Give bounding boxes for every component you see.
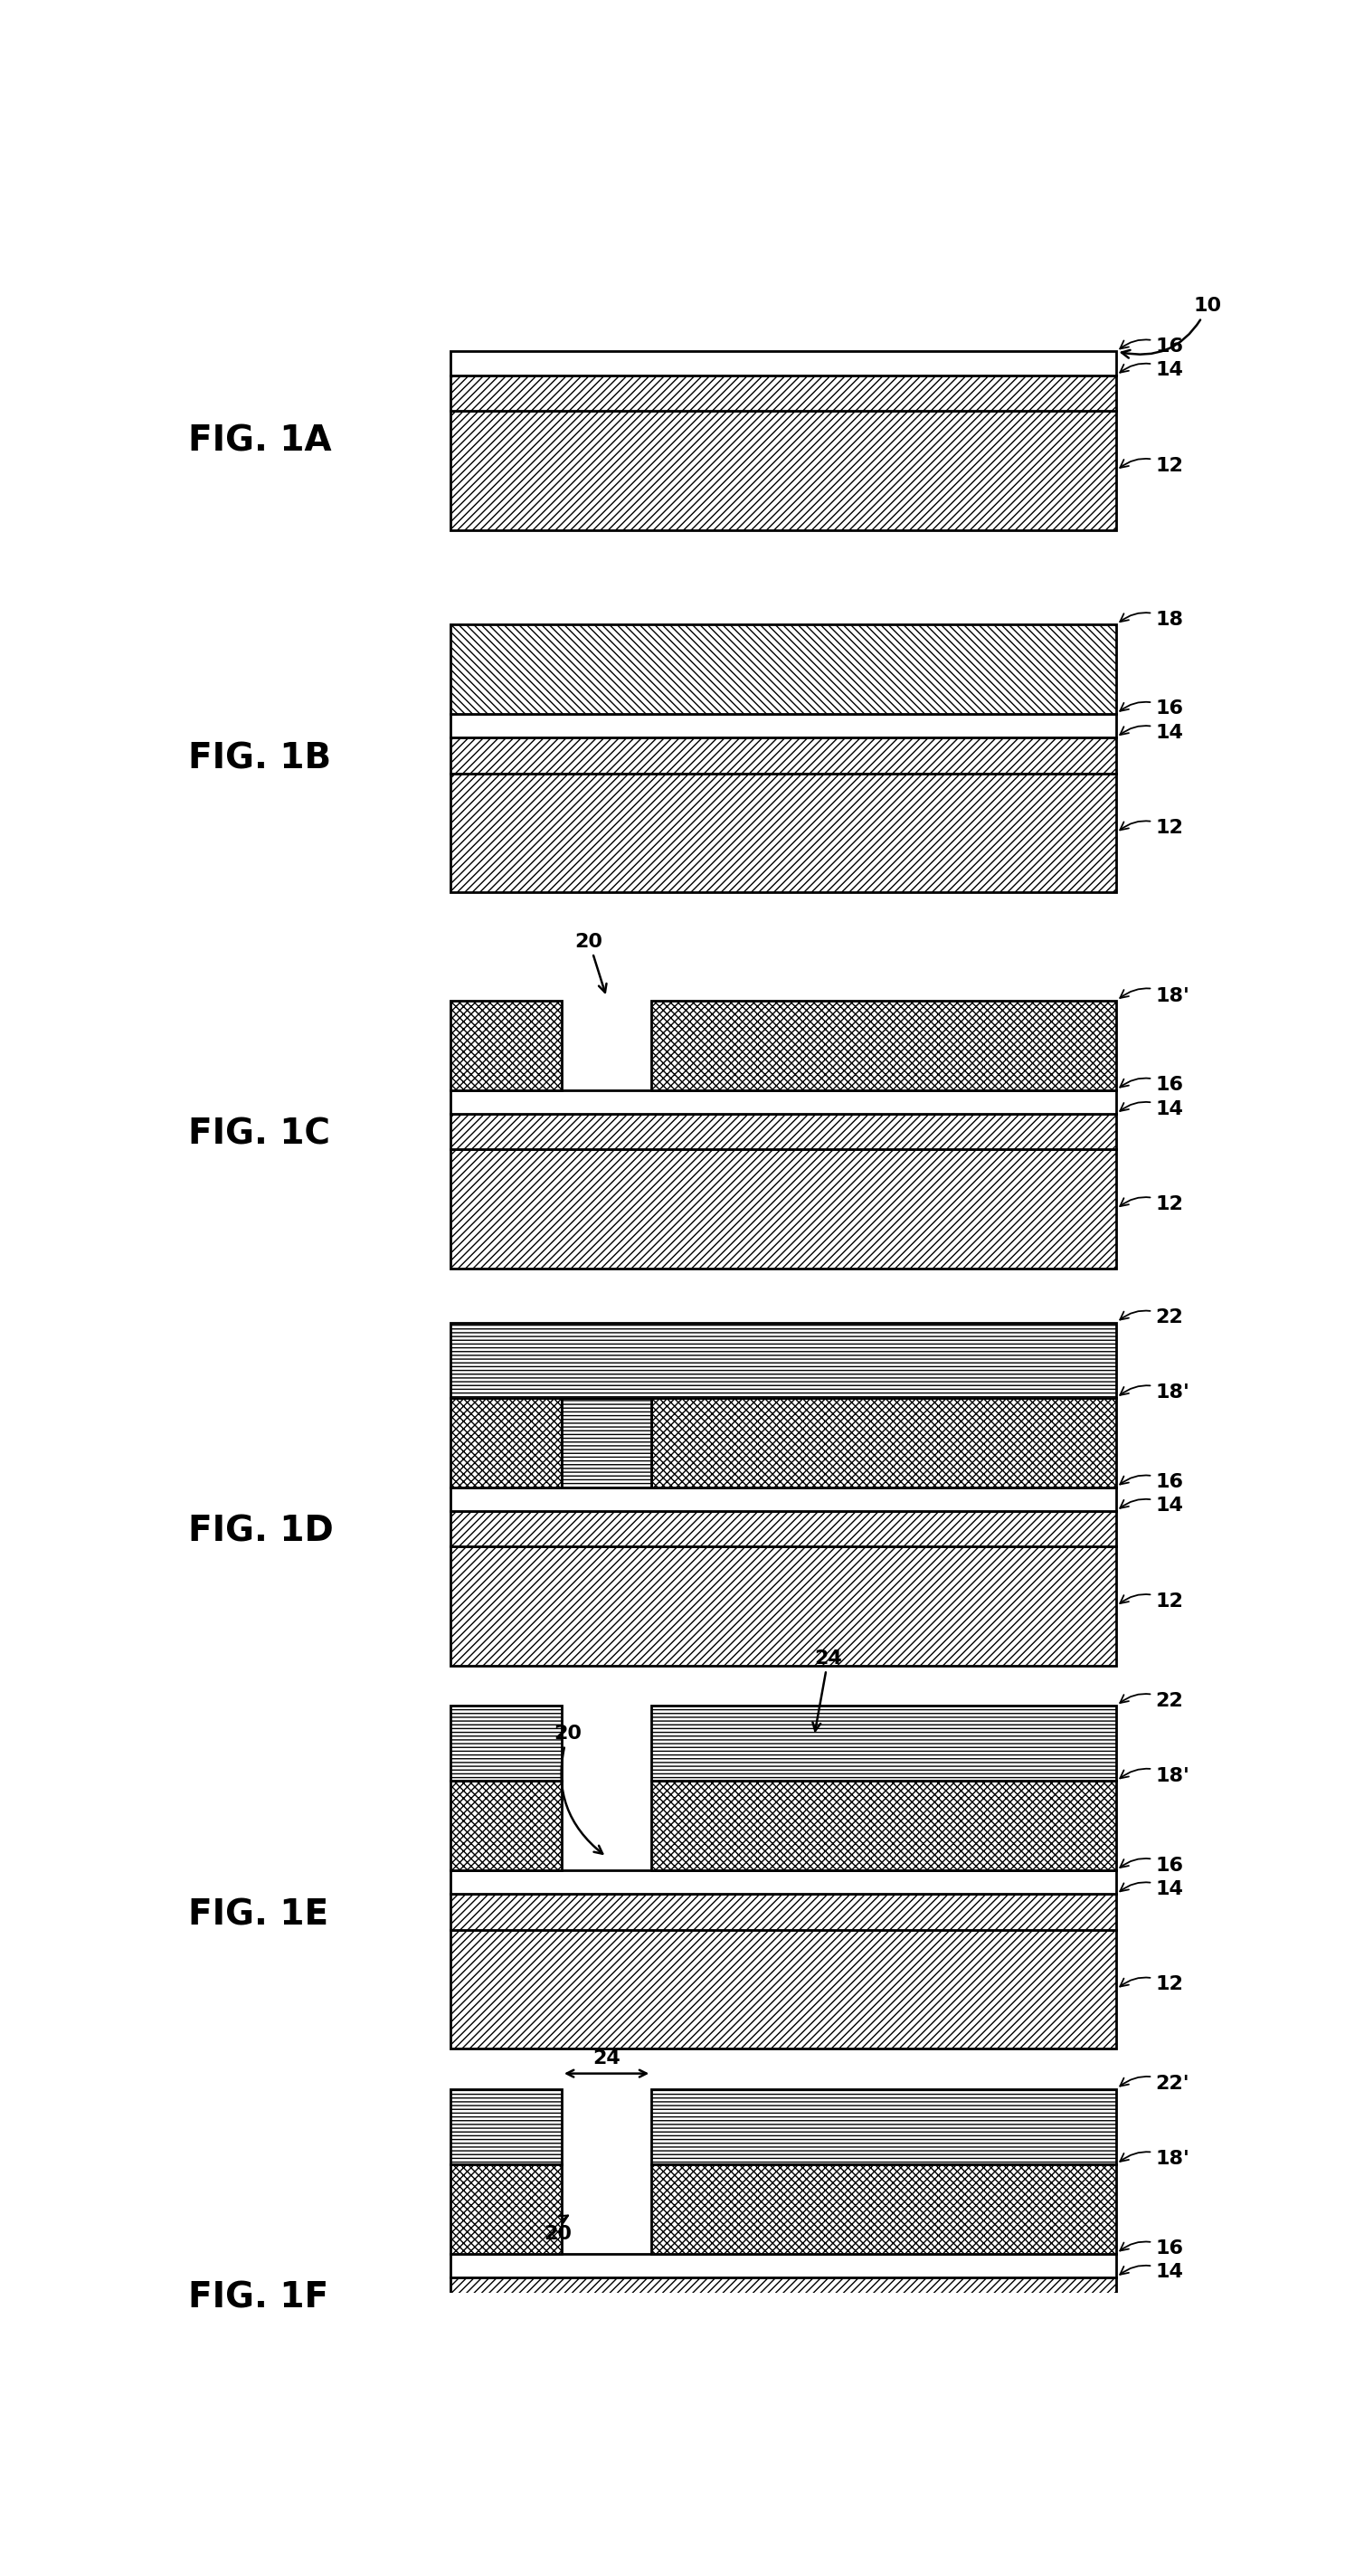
Text: FIG. 1E: FIG. 1E	[188, 1899, 329, 1932]
Text: 16: 16	[1120, 701, 1183, 719]
Bar	[450, 1870, 1117, 1893]
Bar	[562, 1399, 652, 1486]
Bar	[450, 2164, 562, 2254]
Text: 18': 18'	[1120, 987, 1189, 1005]
Text: 18': 18'	[1120, 1383, 1189, 1401]
Bar	[450, 2313, 1117, 2432]
Bar	[652, 1399, 1117, 1486]
Bar	[450, 1090, 1117, 1113]
Text: 22: 22	[1120, 1692, 1183, 1710]
Bar	[450, 350, 1117, 376]
Text: 12: 12	[1120, 1976, 1183, 1994]
Text: 18': 18'	[1120, 2151, 1189, 2169]
Text: 14: 14	[1120, 1880, 1183, 1899]
Bar	[450, 623, 1117, 714]
Text: 18': 18'	[1120, 1767, 1189, 1785]
Bar	[450, 714, 1117, 737]
Bar	[450, 1113, 1117, 1149]
Text: 16: 16	[1120, 337, 1183, 355]
Text: 14: 14	[1120, 2264, 1183, 2282]
Text: 16: 16	[1120, 1473, 1183, 1492]
Text: 12: 12	[1120, 456, 1183, 474]
Text: 20: 20	[576, 933, 607, 992]
Text: 14: 14	[1120, 1497, 1183, 1515]
Text: FIG. 1A: FIG. 1A	[188, 422, 331, 459]
Text: 16: 16	[1120, 2239, 1183, 2257]
Text: 14: 14	[1120, 361, 1183, 379]
Text: 16: 16	[1120, 1077, 1183, 1095]
Text: FIG. 1D: FIG. 1D	[188, 1515, 333, 1548]
Text: 18: 18	[1120, 611, 1183, 629]
Bar	[450, 1929, 1117, 2048]
Bar	[450, 1546, 1117, 1667]
Bar	[450, 1893, 1117, 1929]
Text: 20: 20	[544, 2215, 572, 2244]
Bar	[652, 2089, 1117, 2164]
Bar	[450, 1705, 562, 1780]
Text: 14: 14	[1120, 1100, 1183, 1118]
Bar	[450, 412, 1117, 531]
Bar	[450, 1321, 1117, 1399]
Bar	[652, 2164, 1117, 2254]
Bar	[450, 2254, 1117, 2277]
Text: FIG. 1B: FIG. 1B	[188, 742, 331, 775]
Bar	[450, 376, 1117, 412]
Text: 16: 16	[1120, 1857, 1183, 1875]
Text: 10: 10	[1121, 296, 1222, 358]
Bar	[450, 999, 562, 1090]
Bar	[652, 1705, 1117, 1780]
Bar	[450, 1780, 562, 1870]
Text: 24: 24	[592, 2050, 621, 2069]
Text: 24: 24	[813, 1649, 842, 1731]
Text: 12: 12	[1120, 1592, 1183, 1610]
Text: 12: 12	[1120, 819, 1183, 837]
Bar	[450, 737, 1117, 773]
Text: 14: 14	[1120, 724, 1183, 742]
Bar	[450, 2277, 1117, 2313]
Bar	[450, 773, 1117, 891]
Text: 22: 22	[1120, 1309, 1183, 1327]
Text: FIG. 1C: FIG. 1C	[188, 1118, 330, 1151]
Text: 22': 22'	[1120, 2074, 1189, 2094]
Bar	[450, 1149, 1117, 1267]
Bar	[450, 1399, 562, 1486]
Text: FIG. 1F: FIG. 1F	[188, 2280, 329, 2316]
Text: 20: 20	[554, 1723, 603, 1855]
Bar	[652, 1780, 1117, 1870]
Bar	[652, 999, 1117, 1090]
Text: 12: 12	[1120, 1195, 1183, 1213]
Bar	[450, 1486, 1117, 1512]
Bar	[450, 2089, 562, 2164]
Bar	[450, 1512, 1117, 1546]
